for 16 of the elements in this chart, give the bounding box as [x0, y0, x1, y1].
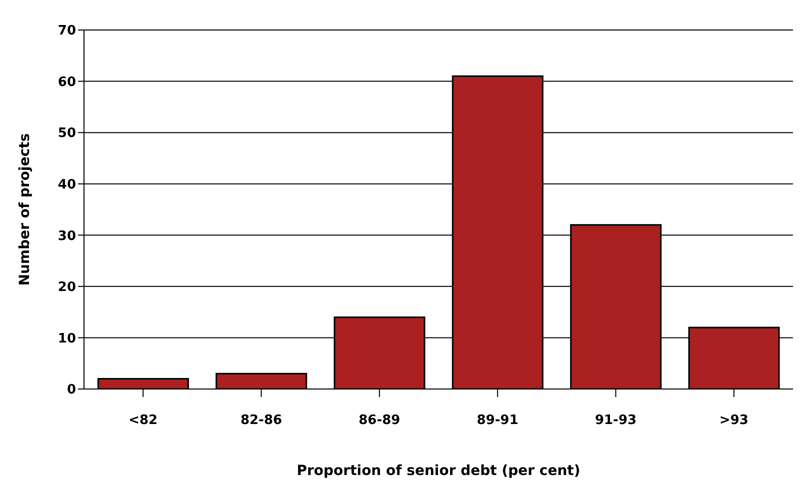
- y-tick-label: 50: [58, 126, 76, 142]
- y-tick-label: 0: [66, 382, 76, 398]
- x-tick-label: >93: [719, 413, 748, 428]
- y-tick-label: 40: [58, 177, 76, 192]
- x-tick-label: 89-91: [476, 413, 518, 428]
- y-tick-label: 20: [58, 280, 76, 296]
- y-tick-label: 70: [58, 24, 76, 39]
- x-tick-label: 82-86: [240, 413, 282, 428]
- y-tick-label: 30: [58, 228, 76, 244]
- x-tick-label: 91-93: [594, 413, 637, 428]
- y-tick-label: 60: [58, 74, 76, 90]
- x-tick-label: <82: [128, 413, 158, 428]
- x-axis-title: Proportion of senior debt (per cent): [296, 463, 580, 479]
- y-tick-label: 10: [58, 331, 76, 346]
- x-tick-label: 86-89: [358, 413, 400, 428]
- y-axis-title: Number of projects: [16, 133, 33, 286]
